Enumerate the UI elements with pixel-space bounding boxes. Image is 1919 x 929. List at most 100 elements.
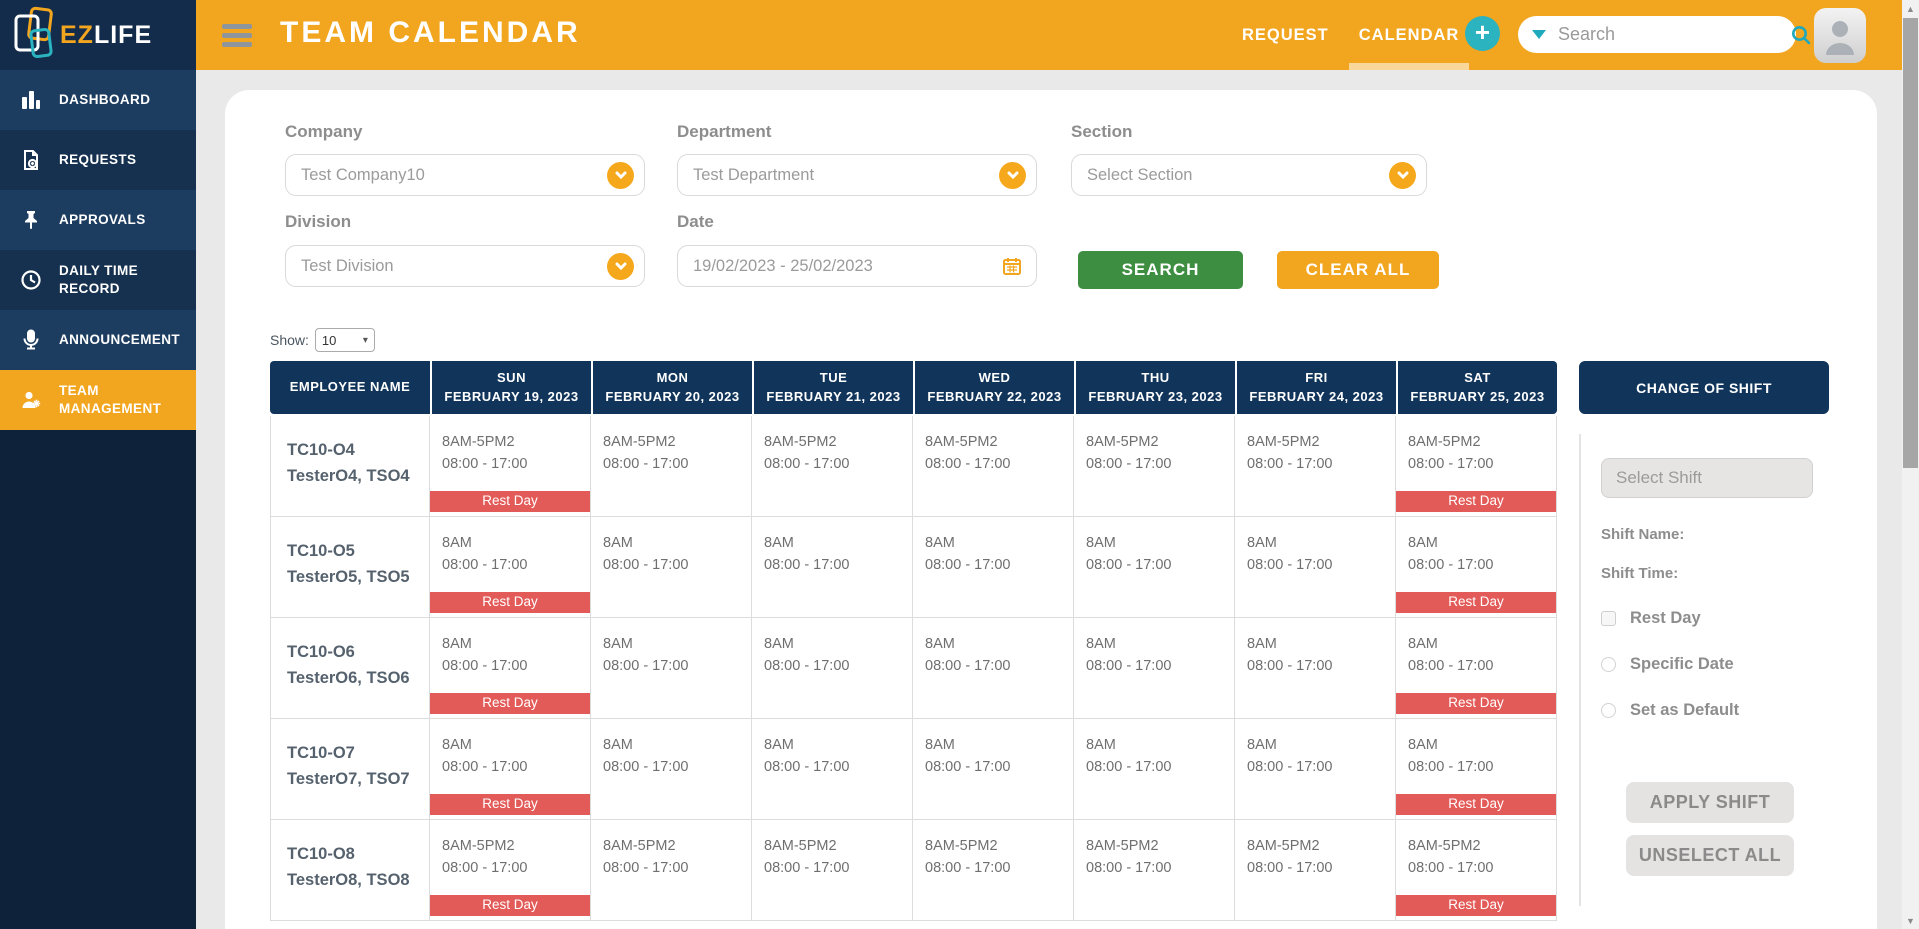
clear-all-button[interactable]: CLEAR ALL	[1277, 251, 1439, 289]
shift-cell[interactable]: 8AM 08:00 - 17:00 Rest Day	[1396, 618, 1557, 719]
division-select[interactable]: Test Division	[285, 245, 645, 287]
rest-day-badge: Rest Day	[430, 491, 590, 512]
sidebar-item-team-management[interactable]: TEAM MANAGEMENT	[0, 370, 196, 430]
apply-shift-button[interactable]: APPLY SHIFT	[1626, 782, 1794, 823]
shift-cell[interactable]: 8AM-5PM2 08:00 - 17:00	[1074, 820, 1235, 921]
company-label: Company	[285, 122, 363, 141]
sidebar-item-approvals[interactable]: APPROVALS	[0, 190, 196, 250]
day-name: FRI	[1305, 369, 1328, 385]
shift-time: 08:00 - 17:00	[1086, 557, 1172, 574]
shift-cell[interactable]: 8AM-5PM2 08:00 - 17:00	[591, 820, 752, 921]
shift-cell[interactable]: 8AM 08:00 - 17:00	[1074, 517, 1235, 618]
search-scope-dropdown-icon[interactable]	[1532, 30, 1546, 39]
division-value: Test Division	[301, 256, 394, 275]
shift-cell[interactable]: 8AM 08:00 - 17:00 Rest Day	[430, 517, 591, 618]
shift-cell[interactable]: 8AM-5PM2 08:00 - 17:00 Rest Day	[1396, 416, 1557, 517]
shift-cell[interactable]: 8AM 08:00 - 17:00	[752, 618, 913, 719]
search-button[interactable]: SEARCH	[1078, 251, 1243, 289]
search-input[interactable]	[1558, 24, 1790, 45]
shift-cell[interactable]: 8AM 08:00 - 17:00	[591, 719, 752, 820]
sidebar-item-label: DASHBOARD	[59, 92, 151, 108]
department-select[interactable]: Test Department	[677, 154, 1037, 196]
sidebar-item-label: DAILY TIME RECORD	[59, 263, 139, 296]
search-icon[interactable]	[1790, 24, 1812, 46]
page-title: TEAM CALENDAR	[280, 16, 581, 49]
table-body: TC10-O4 TesterO4, TSO4 8AM-5PM2 08:00 - 17:…	[270, 416, 1560, 921]
set-default-radio[interactable]	[1601, 703, 1616, 718]
shift-cell[interactable]: 8AM 08:00 - 17:00	[591, 618, 752, 719]
shift-cell[interactable]: 8AM 08:00 - 17:00	[1074, 618, 1235, 719]
shift-cell[interactable]: 8AM 08:00 - 17:00	[913, 517, 1074, 618]
employee-cell[interactable]: TC10-O5 TesterO5, TSO5	[271, 517, 430, 618]
date-range-input[interactable]: 19/02/2023 - 25/02/2023	[677, 245, 1037, 287]
employee-cell[interactable]: TC10-O6 TesterO6, TSO6	[271, 618, 430, 719]
shift-name: 8AM	[764, 737, 794, 753]
shift-cell[interactable]: 8AM-5PM2 08:00 - 17:00	[913, 820, 1074, 921]
employee-cell[interactable]: TC10-O4 TesterO4, TSO4	[271, 416, 430, 517]
unselect-all-button[interactable]: UNSELECT ALL	[1626, 835, 1794, 876]
sidebar-item-announcement[interactable]: ANNOUNCEMENT	[0, 310, 196, 370]
rest-day-option[interactable]: Rest Day	[1601, 609, 1829, 628]
app-logo[interactable]: EZLIFE	[0, 0, 196, 70]
specific-date-option[interactable]: Specific Date	[1601, 655, 1829, 674]
shift-cell[interactable]: 8AM 08:00 - 17:00	[913, 719, 1074, 820]
tab-calendar[interactable]: CALENDAR	[1348, 0, 1469, 70]
scrollbar-thumb[interactable]	[1903, 18, 1918, 468]
sidebar-item-daily-time-record[interactable]: DAILY TIME RECORD	[0, 250, 196, 310]
employee-cell[interactable]: TC10-O8 TesterO8, TSO8	[271, 820, 430, 921]
shift-cell[interactable]: 8AM 08:00 - 17:00	[913, 618, 1074, 719]
shift-cell[interactable]: 8AM-5PM2 08:00 - 17:00 Rest Day	[1396, 820, 1557, 921]
shift-time: 08:00 - 17:00	[1086, 456, 1172, 473]
column-header-employee-name: EMPLOYEE NAME	[270, 361, 430, 414]
shift-name: 8AM-5PM2	[603, 434, 676, 450]
shift-cell[interactable]: 8AM 08:00 - 17:00	[752, 719, 913, 820]
shift-cell[interactable]: 8AM 08:00 - 17:00 Rest Day	[1396, 517, 1557, 618]
shift-cell[interactable]: 8AM 08:00 - 17:00	[1235, 618, 1396, 719]
select-shift-input[interactable]: Select Shift	[1601, 458, 1813, 498]
shift-cell[interactable]: 8AM 08:00 - 17:00 Rest Day	[430, 618, 591, 719]
shift-cell[interactable]: 8AM-5PM2 08:00 - 17:00	[1235, 820, 1396, 921]
company-select[interactable]: Test Company10	[285, 154, 645, 196]
shift-cell[interactable]: 8AM-5PM2 08:00 - 17:00 Rest Day	[430, 416, 591, 517]
user-avatar[interactable]	[1814, 8, 1866, 63]
day-date: FEBRUARY 24, 2023	[1249, 388, 1384, 404]
shift-name: 8AM-5PM2	[1408, 838, 1481, 854]
shift-cell[interactable]: 8AM 08:00 - 17:00	[1235, 517, 1396, 618]
sidebar-item-requests[interactable]: REQUESTS	[0, 130, 196, 190]
section-select[interactable]: Select Section	[1071, 154, 1427, 196]
scroll-down-icon[interactable]: ▼	[1906, 915, 1915, 926]
chevron-down-icon	[607, 252, 634, 280]
shift-name: 8AM-5PM2	[1247, 434, 1320, 450]
shift-cell[interactable]: 8AM-5PM2 08:00 - 17:00	[752, 416, 913, 517]
vertical-scrollbar[interactable]: ▲ ▼	[1902, 0, 1919, 929]
shift-cell[interactable]: 8AM-5PM2 08:00 - 17:00	[1235, 416, 1396, 517]
set-default-option[interactable]: Set as Default	[1601, 701, 1829, 720]
shift-name: 8AM	[603, 636, 633, 652]
shift-name: 8AM	[925, 535, 955, 551]
rest-day-badge: Rest Day	[430, 693, 590, 714]
shift-cell[interactable]: 8AM 08:00 - 17:00 Rest Day	[430, 719, 591, 820]
top-navigation: REQUEST CALENDAR	[1242, 0, 1469, 70]
shift-cell[interactable]: 8AM 08:00 - 17:00 Rest Day	[1396, 719, 1557, 820]
shift-cell[interactable]: 8AM 08:00 - 17:00	[1074, 719, 1235, 820]
shift-cell[interactable]: 8AM-5PM2 08:00 - 17:00	[752, 820, 913, 921]
shift-cell[interactable]: 8AM 08:00 - 17:00	[752, 517, 913, 618]
specific-date-radio[interactable]	[1601, 657, 1616, 672]
shift-cell[interactable]: 8AM 08:00 - 17:00	[1235, 719, 1396, 820]
employee-cell[interactable]: TC10-O7 TesterO7, TSO7	[271, 719, 430, 820]
scroll-up-icon[interactable]: ▲	[1906, 3, 1915, 14]
shift-cell[interactable]: 8AM-5PM2 08:00 - 17:00	[1074, 416, 1235, 517]
sidebar-item-dashboard[interactable]: DASHBOARD	[0, 70, 196, 130]
show-page-size-select[interactable]: 10 ▾	[314, 328, 375, 352]
add-button[interactable]: +	[1465, 16, 1500, 51]
calendar-icon[interactable]	[1002, 256, 1022, 276]
rest-day-checkbox[interactable]	[1601, 611, 1616, 626]
shift-cell[interactable]: 8AM 08:00 - 17:00	[591, 517, 752, 618]
shift-cell[interactable]: 8AM-5PM2 08:00 - 17:00	[591, 416, 752, 517]
shift-cell[interactable]: 8AM-5PM2 08:00 - 17:00	[913, 416, 1074, 517]
shift-name: 8AM	[1408, 636, 1438, 652]
shift-cell[interactable]: 8AM-5PM2 08:00 - 17:00 Rest Day	[430, 820, 591, 921]
tab-request[interactable]: REQUEST	[1242, 25, 1329, 44]
hamburger-menu-icon[interactable]	[222, 24, 252, 51]
shift-name: 8AM-5PM2	[603, 838, 676, 854]
